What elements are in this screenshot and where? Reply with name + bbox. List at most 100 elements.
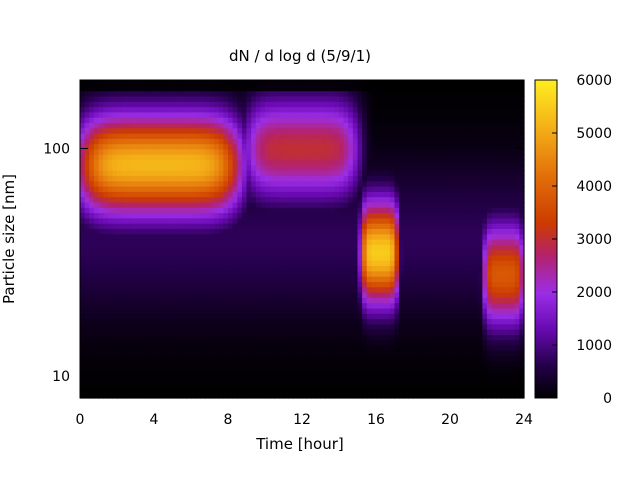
heatmap-cell (241, 254, 248, 261)
heatmap-cell (297, 260, 303, 267)
heatmap-cell (130, 228, 137, 235)
heatmap-cell (218, 302, 224, 309)
heatmap-cell (334, 106, 340, 113)
heatmap-cell (195, 376, 201, 383)
heatmap-cell (89, 133, 95, 139)
heatmap-cell (315, 106, 322, 113)
heatmap-cell (366, 286, 372, 293)
heatmap-cell (352, 111, 359, 118)
heatmap-cell (394, 350, 400, 357)
heatmap-cell (232, 376, 238, 383)
heatmap-cell (89, 111, 95, 118)
heatmap-cell (325, 249, 331, 256)
heatmap-cell (241, 366, 248, 373)
heatmap-cell (246, 154, 252, 161)
heatmap-cell (200, 191, 206, 198)
heatmap-cell (292, 133, 298, 139)
heatmap-cell (237, 323, 243, 330)
heatmap-cell (292, 164, 298, 171)
heatmap-cell (214, 148, 220, 155)
heatmap-cell (389, 382, 396, 388)
heatmap-cell (325, 318, 331, 325)
heatmap-cell (181, 318, 187, 325)
heatmap-cell (283, 212, 289, 219)
heatmap-cell (380, 217, 386, 224)
heatmap-cell (288, 138, 294, 145)
heatmap-cell (288, 276, 294, 282)
heatmap-cell (255, 175, 261, 182)
heatmap-cell (436, 117, 442, 123)
heatmap-cell (269, 286, 275, 293)
heatmap-cell (362, 127, 368, 134)
heatmap-cell (329, 148, 335, 155)
heatmap-cell (436, 148, 442, 155)
heatmap-cell (385, 244, 391, 251)
heatmap-cell (315, 382, 322, 388)
heatmap-cell (459, 101, 465, 108)
heatmap-cell (357, 239, 363, 245)
heatmap-cell (130, 260, 137, 267)
heatmap-cell (163, 95, 169, 102)
heatmap-cell (167, 164, 174, 171)
heatmap-cell (269, 376, 275, 383)
heatmap-cell (195, 159, 201, 166)
heatmap-cell (177, 175, 183, 182)
heatmap-cell (352, 387, 359, 394)
heatmap-cell (362, 307, 368, 314)
heatmap-cell (376, 212, 382, 219)
heatmap-cell (385, 382, 391, 388)
heatmap-cell (158, 233, 164, 240)
heatmap-cell (167, 207, 174, 214)
chart-title: dN / d log d (5/9/1) (229, 47, 371, 65)
heatmap-cell (154, 170, 160, 176)
heatmap-cell (283, 180, 289, 187)
heatmap-cell (181, 90, 187, 97)
heatmap-cell (121, 286, 127, 293)
heatmap-cell (260, 371, 266, 378)
heatmap-cell (436, 111, 442, 118)
heatmap-cell (135, 239, 141, 245)
heatmap-cell (195, 127, 201, 134)
heatmap-cell (103, 133, 109, 139)
heatmap-cell (107, 122, 113, 129)
heatmap-cell (158, 80, 164, 86)
heatmap-cell (445, 154, 451, 161)
heatmap-cell (144, 138, 150, 145)
heatmap-cell (98, 254, 104, 261)
heatmap-cell (399, 323, 405, 330)
heatmap-cell (283, 286, 289, 293)
heatmap-cell (315, 281, 322, 288)
heatmap-cell (223, 297, 229, 304)
heatmap-cell (315, 196, 322, 203)
heatmap-cell (274, 159, 280, 166)
heatmap-cell (103, 307, 109, 314)
heatmap-cell (209, 286, 215, 293)
heatmap-cell (288, 191, 294, 198)
heatmap-cell (362, 339, 368, 346)
heatmap-cell (380, 249, 386, 256)
heatmap-cell (232, 106, 238, 113)
heatmap-cell (325, 302, 331, 309)
heatmap-cell (93, 228, 100, 235)
heatmap-cell (274, 244, 280, 251)
heatmap-cell (93, 154, 100, 161)
heatmap-cell (93, 313, 100, 320)
heatmap-cell (413, 212, 419, 219)
heatmap-cell (362, 170, 368, 176)
heatmap-cell (417, 265, 423, 272)
heatmap-cell (426, 249, 433, 256)
heatmap-cell (440, 196, 446, 203)
heatmap-cell (98, 360, 104, 367)
heatmap-cell (130, 254, 137, 261)
heatmap-cell (399, 334, 405, 341)
heatmap-cell (352, 260, 359, 267)
heatmap-cell (144, 254, 150, 261)
heatmap-cell (167, 170, 174, 176)
heatmap-cell (228, 122, 234, 129)
heatmap-cell (380, 207, 386, 214)
heatmap-cell (103, 270, 109, 277)
heatmap-cell (343, 95, 349, 102)
heatmap-cell (218, 186, 224, 192)
heatmap-cell (154, 345, 160, 351)
heatmap-cell (255, 85, 261, 92)
